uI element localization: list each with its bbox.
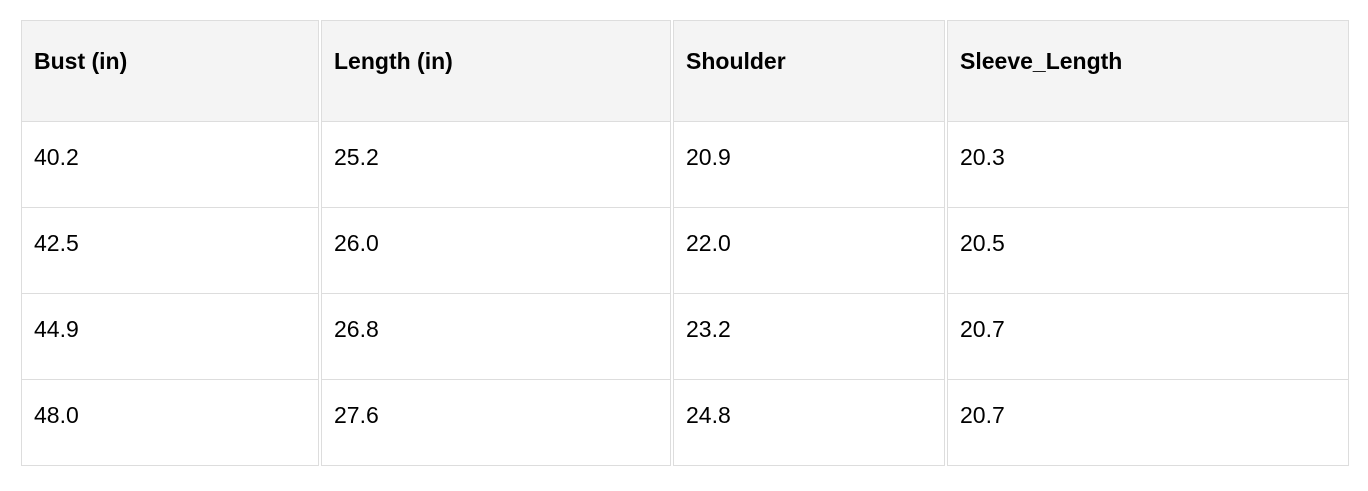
table-row: 40.2 25.2 20.9 20.3 [21,122,1349,208]
table-cell: 26.0 [321,208,671,294]
table-cell: 20.3 [947,122,1349,208]
header-sleeve-length: Sleeve_Length [947,20,1349,122]
table-cell: 25.2 [321,122,671,208]
table-cell: 42.5 [21,208,319,294]
header-row: Bust (in) Length (in) Shoulder Sleeve_Le… [21,20,1349,122]
table-cell: 20.9 [673,122,945,208]
table-cell: 20.7 [947,294,1349,380]
table-row: 48.0 27.6 24.8 20.7 [21,380,1349,466]
header-shoulder: Shoulder [673,20,945,122]
header-length: Length (in) [321,20,671,122]
table-cell: 26.8 [321,294,671,380]
table-row: 42.5 26.0 22.0 20.5 [21,208,1349,294]
table-cell: 44.9 [21,294,319,380]
table-cell: 20.7 [947,380,1349,466]
table-cell: 22.0 [673,208,945,294]
table-cell: 40.2 [21,122,319,208]
table-cell: 24.8 [673,380,945,466]
table-cell: 20.5 [947,208,1349,294]
size-table: Bust (in) Length (in) Shoulder Sleeve_Le… [19,20,1351,466]
header-bust: Bust (in) [21,20,319,122]
table-cell: 27.6 [321,380,671,466]
table-row: 44.9 26.8 23.2 20.7 [21,294,1349,380]
table-cell: 48.0 [21,380,319,466]
table-cell: 23.2 [673,294,945,380]
